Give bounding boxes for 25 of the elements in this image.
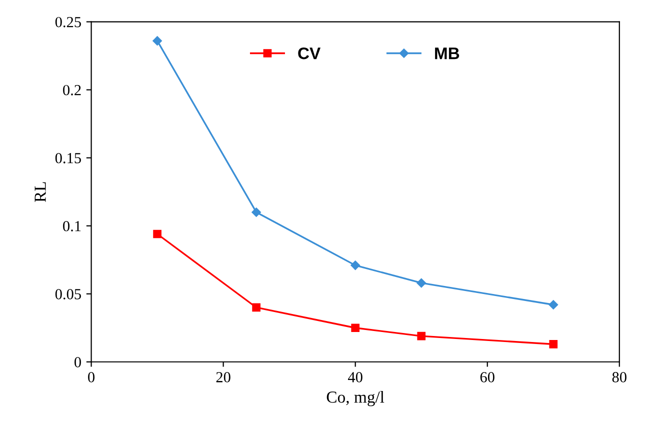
point xyxy=(252,208,261,217)
x-tick-label: 60 xyxy=(480,372,494,382)
point xyxy=(351,324,360,332)
x-axis-title: Co, mg/l xyxy=(326,391,384,406)
y-tick-label: 0.05 xyxy=(55,289,81,300)
legend-label: MB xyxy=(435,48,460,60)
y-tick-label: 0 xyxy=(74,357,81,368)
y-tick-label: 0.1 xyxy=(63,220,81,232)
x-tick-label: 40 xyxy=(348,372,362,382)
x-tick-label: 20 xyxy=(216,372,230,382)
point xyxy=(548,300,558,310)
x-tick-label: 0 xyxy=(88,372,95,382)
point xyxy=(252,303,260,312)
point xyxy=(416,278,426,288)
point xyxy=(549,340,558,348)
legend-label: CV xyxy=(298,47,321,60)
point xyxy=(152,36,162,46)
y-tick-label: 0.25 xyxy=(55,16,81,28)
y-tick-label: 0.2 xyxy=(63,84,81,96)
point xyxy=(153,230,162,238)
x-tick-label: 80 xyxy=(612,372,626,382)
point xyxy=(417,332,426,340)
y-axis-title: RL xyxy=(34,182,46,202)
y-tick-label: 0.15 xyxy=(55,152,81,164)
point xyxy=(350,260,360,270)
